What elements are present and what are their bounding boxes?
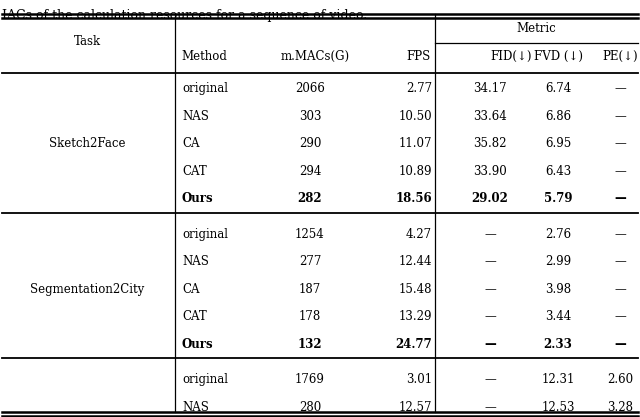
Text: 12.53: 12.53 [541, 401, 575, 414]
Text: —: — [614, 283, 626, 296]
Text: Segmentation2City: Segmentation2City [30, 283, 145, 296]
Text: original: original [182, 228, 228, 241]
Text: PE(↓): PE(↓) [602, 50, 638, 63]
Text: 13.29: 13.29 [399, 310, 432, 323]
Text: —: — [484, 401, 496, 414]
Text: CAT: CAT [182, 165, 207, 178]
Text: 280: 280 [299, 401, 321, 414]
Text: 33.64: 33.64 [473, 110, 507, 123]
Text: 6.86: 6.86 [545, 110, 571, 123]
Text: 2.99: 2.99 [545, 255, 571, 268]
Text: 3.28: 3.28 [607, 401, 633, 414]
Text: Ours: Ours [182, 192, 214, 205]
Text: —: — [614, 110, 626, 123]
Text: 2.33: 2.33 [543, 338, 572, 351]
Text: —: — [614, 255, 626, 268]
Text: —: — [614, 228, 626, 241]
Text: 15.48: 15.48 [399, 283, 432, 296]
Text: 303: 303 [299, 110, 321, 123]
Text: FVD (↓): FVD (↓) [534, 50, 582, 63]
Text: 29.02: 29.02 [472, 192, 508, 205]
Text: 290: 290 [299, 137, 321, 150]
Text: —: — [614, 310, 626, 323]
Text: —: — [614, 338, 626, 351]
Text: 1769: 1769 [295, 373, 325, 386]
Text: 18.56: 18.56 [396, 192, 432, 205]
Text: 2066: 2066 [295, 82, 325, 95]
Text: —: — [484, 310, 496, 323]
Text: —: — [484, 373, 496, 386]
Text: 33.90: 33.90 [473, 165, 507, 178]
Text: 6.95: 6.95 [545, 137, 571, 150]
Text: 282: 282 [298, 192, 323, 205]
Text: 3.44: 3.44 [545, 310, 571, 323]
Text: 10.50: 10.50 [398, 110, 432, 123]
Text: original: original [182, 82, 228, 95]
Text: CA: CA [182, 137, 200, 150]
Text: Task: Task [74, 35, 101, 48]
Text: Sketch2Face: Sketch2Face [49, 137, 125, 150]
Text: CA: CA [182, 283, 200, 296]
Text: 12.44: 12.44 [399, 255, 432, 268]
Text: 10.89: 10.89 [399, 165, 432, 178]
Text: NAS: NAS [182, 110, 209, 123]
Text: Metric: Metric [516, 22, 556, 35]
Text: 187: 187 [299, 283, 321, 296]
Text: —: — [484, 228, 496, 241]
Text: 277: 277 [299, 255, 321, 268]
Text: 178: 178 [299, 310, 321, 323]
Text: —: — [614, 82, 626, 95]
Text: —: — [614, 192, 626, 205]
Text: 11.07: 11.07 [399, 137, 432, 150]
Text: Method: Method [181, 50, 227, 63]
Text: FPS: FPS [407, 50, 431, 63]
Text: m.MACs(G): m.MACs(G) [280, 50, 349, 63]
Text: 1254: 1254 [295, 228, 325, 241]
Text: IACs of the calculation resources for a sequence of video.: IACs of the calculation resources for a … [2, 9, 367, 22]
Text: original: original [182, 373, 228, 386]
Text: Ours: Ours [182, 338, 214, 351]
Text: 12.31: 12.31 [541, 373, 575, 386]
Text: —: — [484, 283, 496, 296]
Text: —: — [614, 165, 626, 178]
Text: 3.98: 3.98 [545, 283, 571, 296]
Text: 3.01: 3.01 [406, 373, 432, 386]
Text: 5.79: 5.79 [544, 192, 572, 205]
Text: FID(↓): FID(↓) [490, 50, 531, 63]
Text: 35.82: 35.82 [473, 137, 507, 150]
Text: 24.77: 24.77 [396, 338, 432, 351]
Text: —: — [484, 255, 496, 268]
Text: 132: 132 [298, 338, 323, 351]
Text: 2.77: 2.77 [406, 82, 432, 95]
Text: 34.17: 34.17 [473, 82, 507, 95]
Text: 6.74: 6.74 [545, 82, 571, 95]
Text: 4.27: 4.27 [406, 228, 432, 241]
Text: —: — [484, 338, 496, 351]
Text: NAS: NAS [182, 401, 209, 414]
Text: 294: 294 [299, 165, 321, 178]
Text: 6.43: 6.43 [545, 165, 571, 178]
Text: —: — [614, 137, 626, 150]
Text: 2.76: 2.76 [545, 228, 571, 241]
Text: 2.60: 2.60 [607, 373, 633, 386]
Text: 12.57: 12.57 [399, 401, 432, 414]
Text: NAS: NAS [182, 255, 209, 268]
Text: CAT: CAT [182, 310, 207, 323]
